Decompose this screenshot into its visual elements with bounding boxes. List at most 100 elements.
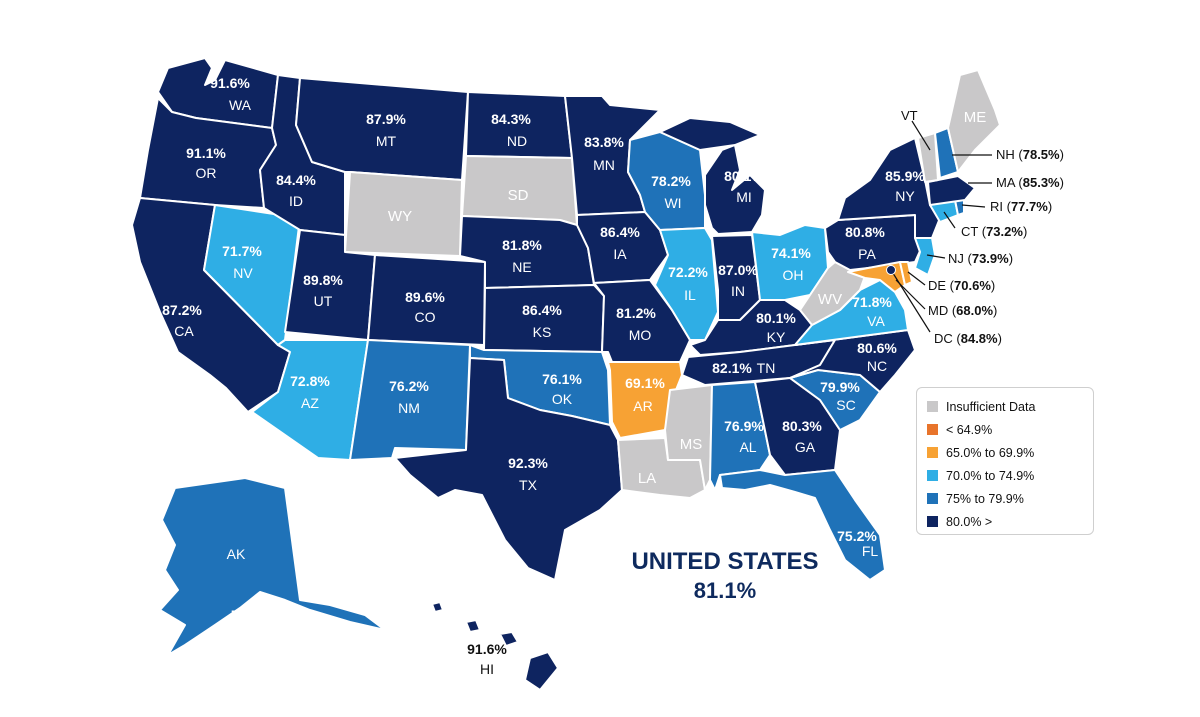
callout-ri: RI (77.7%) [990,199,1052,214]
label-co-value: 89.6% [405,289,445,305]
label-nc-abbr: NC [867,358,887,374]
label-tn-value: 82.1% [712,360,752,376]
label-mn-value: 83.8% [584,134,624,150]
label-hi-abbr: HI [480,661,494,677]
label-sd-abbr: SD [508,187,529,204]
label-or-value: 91.1% [186,145,226,161]
label-pa-abbr: PA [858,246,876,262]
label-ga-abbr: GA [795,439,816,455]
leader-ri [961,204,986,208]
label-mt-value: 87.9% [366,111,406,127]
label-ok-value: 76.1% [542,371,582,387]
state-nj [914,237,936,276]
leader-vt [911,120,931,151]
state-ks [483,284,605,353]
label-al-abbr: AL [739,439,756,455]
label-wa-value: 91.6% [210,75,250,91]
callout-nj: NJ (73.9%) [948,251,1013,266]
callout-md-value: 68.0% [956,303,993,318]
state-tx [394,357,623,581]
legend-swatch [927,424,938,435]
legend-swatch [927,401,938,412]
label-fl-abbr: FL [862,543,879,559]
label-in-value: 87.0% [718,262,758,278]
label-ak-value: 76.8% [231,607,271,623]
legend-swatch [927,516,938,527]
leader-dc [890,269,931,333]
label-pa-value: 80.8% [845,224,885,240]
legend-swatch [927,470,938,481]
label-wy-abbr: WY [388,208,412,225]
callout-de-abbr: DE [928,278,946,293]
label-wv-abbr: WV [818,291,842,308]
national-value: 81.1% [693,578,757,603]
label-nd-abbr: ND [507,133,527,149]
label-nd-value: 84.3% [491,111,531,127]
label-id-abbr: ID [289,193,303,209]
label-hi-value: 91.6% [467,641,507,657]
label-in-abbr: IN [731,283,745,299]
label-ks-abbr: KS [533,324,552,340]
label-ok-abbr: OK [552,391,573,407]
label-ky-value: 80.1% [756,310,796,326]
label-tx-abbr: TX [519,477,538,493]
state-ny [837,137,941,239]
label-mn-abbr: MN [593,157,615,173]
label-la-abbr: LA [638,470,656,487]
label-or-abbr: OR [196,165,217,181]
state-vt [917,132,939,183]
label-ny-value: 85.9% [885,168,925,184]
label-me-abbr: ME [964,109,987,126]
state-hi-maui [499,631,519,647]
legend-label: 80.0% > [946,514,993,529]
label-il-value: 72.2% [668,264,708,280]
label-sc-abbr: SC [836,397,855,413]
label-fl-value: 75.2% [837,528,877,544]
label-wi-value: 78.2% [651,173,691,189]
state-mi [704,144,766,235]
legend-item: 75% to 79.9% [927,487,1083,510]
legend-item: 70.0% to 74.9% [927,464,1083,487]
label-ne-abbr: NE [512,259,531,275]
leader-nj [926,254,946,259]
state-il [654,227,719,341]
label-ia-value: 86.4% [600,224,640,240]
label-ca-abbr: CA [174,323,194,339]
legend-item: < 64.9% [927,418,1083,441]
label-wi-abbr: WI [664,195,681,211]
callout-nh-abbr: NH [996,147,1015,162]
callout-nh: NH (78.5%) [996,147,1064,162]
label-wa-abbr: WA [229,97,252,113]
label-sc-value: 79.9% [820,379,860,395]
label-ak-abbr: AK [227,546,246,562]
callout-ct-value: 73.2% [986,224,1023,239]
label-ar-value: 69.1% [625,375,665,391]
leader-ct [943,211,956,229]
callout-nj-abbr: NJ [948,251,964,266]
label-nv-abbr: NV [233,265,253,281]
label-ga-value: 80.3% [782,418,822,434]
state-hi-oahu [465,619,481,633]
state-mi-up [659,117,761,151]
label-va-abbr: VA [867,313,885,329]
state-mt [295,77,469,181]
leader-de [907,271,926,286]
label-az-abbr: AZ [301,395,319,411]
label-ut-abbr: UT [314,293,333,309]
label-mi-abbr: MI [736,189,752,205]
state-ma [927,175,976,206]
callout-ri-value: 77.7% [1011,199,1048,214]
legend-label: < 64.9% [946,422,993,437]
legend-item: 65.0% to 69.9% [927,441,1083,464]
state-wv [799,261,869,326]
callout-nj-value: 73.9% [972,251,1009,266]
legend-label: Insufficient Data [946,399,1036,414]
label-oh-value: 74.1% [771,245,811,261]
state-ak [159,477,386,656]
label-ca-value: 87.2% [162,302,202,318]
label-az-value: 72.8% [290,373,330,389]
legend-swatch [927,493,938,504]
callout-de: DE (70.6%) [928,278,995,293]
label-nv-value: 71.7% [222,243,262,259]
